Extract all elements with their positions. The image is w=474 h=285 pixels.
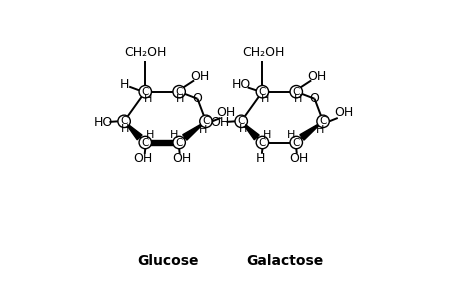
Text: O: O [310,92,319,105]
Circle shape [139,86,152,98]
Text: H: H [255,152,265,164]
Text: C: C [237,116,245,126]
Text: H: H [121,124,130,134]
Circle shape [200,115,212,128]
Text: OH: OH [334,106,353,119]
Text: H: H [316,125,324,135]
Circle shape [139,136,152,149]
Text: Galactose: Galactose [246,254,324,268]
Text: CH₂OH: CH₂OH [242,46,284,59]
Text: C: C [175,87,183,97]
Text: OH: OH [190,70,209,83]
Circle shape [235,115,247,128]
Text: OH: OH [217,106,236,119]
Circle shape [256,86,269,98]
Polygon shape [300,121,323,140]
Text: OH: OH [210,116,230,129]
Text: OH: OH [172,152,191,164]
Text: C: C [292,87,300,97]
Text: OH: OH [133,152,153,164]
Circle shape [173,136,185,149]
Text: C: C [259,87,266,97]
Text: CH₂OH: CH₂OH [125,46,167,59]
Text: H: H [287,130,295,140]
Text: C: C [292,137,300,148]
Text: HO: HO [93,116,112,129]
Text: C: C [202,116,210,126]
Text: H: H [293,94,302,104]
Text: C: C [142,87,149,97]
Circle shape [290,136,302,149]
Text: H: H [144,94,152,104]
Text: H: H [199,125,207,135]
Text: C: C [142,137,149,148]
Text: H: H [119,78,129,91]
Polygon shape [124,121,142,140]
Text: OH: OH [289,152,308,164]
Text: H: H [261,94,269,104]
Circle shape [290,86,302,98]
Text: OH: OH [307,70,326,83]
Polygon shape [241,121,259,140]
Text: H: H [146,130,155,140]
Text: O: O [192,92,202,105]
Circle shape [317,115,329,128]
Text: H: H [176,94,185,104]
Text: HO: HO [232,78,251,91]
Circle shape [118,115,130,128]
Text: C: C [259,137,266,148]
Circle shape [173,86,185,98]
Text: H: H [238,124,247,134]
Text: H: H [263,130,272,140]
Text: C: C [120,116,128,126]
Polygon shape [183,121,206,140]
Text: Glucose: Glucose [137,254,199,268]
Text: C: C [175,137,183,148]
Circle shape [256,136,269,149]
Polygon shape [145,140,179,145]
Text: H: H [170,130,178,140]
Text: C: C [319,116,327,126]
